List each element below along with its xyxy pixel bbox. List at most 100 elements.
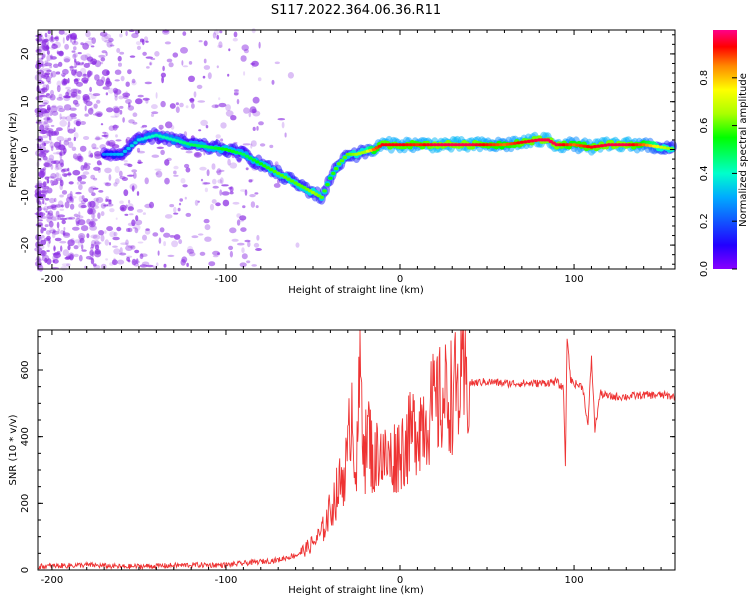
spectrogram-noise-speck: [49, 105, 58, 113]
spectrogram-noise-speck: [125, 30, 128, 37]
spectrogram-ridge-core: [603, 143, 608, 147]
spectrogram-noise-speck: [80, 204, 87, 209]
spectrogram-noise-speck: [60, 245, 63, 252]
spectrogram-ridge-core: [443, 143, 448, 147]
spectrogram-noise-speck: [230, 115, 237, 121]
spectrogram-ridge-core: [227, 148, 232, 153]
spectrogram-noise-speck: [204, 187, 208, 193]
spectrogram-ridge-core: [390, 143, 396, 147]
spectrogram-noise-speck: [70, 237, 75, 243]
spectrogram-noise-speck: [108, 200, 112, 205]
spectrogram-noise-speck: [44, 125, 50, 128]
spectrogram-noise-speck: [69, 107, 77, 111]
spectrogram-noise-speck: [69, 190, 73, 197]
spectrogram-noise-speck: [76, 181, 80, 185]
spectrogram-noise-speck: [105, 196, 109, 200]
spectrogram-noise-speck: [112, 105, 120, 113]
spectrogram-noise-speck: [185, 212, 192, 217]
spectrogram-ridge-core: [380, 143, 385, 147]
x-tick-label: -100: [215, 274, 238, 285]
y-tick-label: -10: [20, 189, 31, 205]
spectrogram-noise-speck: [229, 250, 233, 258]
spectrogram-ridge-core: [592, 145, 598, 149]
spectrogram-noise-speck: [127, 203, 134, 210]
spectrogram-noise-speck: [91, 206, 94, 211]
spectrogram-noise-speck: [101, 50, 107, 54]
spectrogram-noise-speck: [169, 103, 176, 109]
spectrogram-noise-speck: [70, 116, 77, 120]
spectrogram-noise-speck: [59, 208, 65, 211]
spectrogram-noise-speck: [99, 31, 108, 37]
spectrogram-ridge-core: [248, 156, 253, 160]
spectrogram-noise-speck: [41, 182, 46, 187]
spectrogram-ridge-core: [505, 142, 511, 146]
spectrogram-ridge-core: [108, 152, 114, 156]
spectrogram-noise-speck: [135, 98, 143, 105]
spectrogram-noise-speck: [159, 227, 165, 233]
spectrogram-noise-speck: [96, 112, 103, 118]
spectrogram-noise-speck: [58, 151, 65, 157]
spectrogram-noise-speck: [47, 80, 52, 84]
spectrogram-ridge-core: [154, 133, 159, 137]
spectrogram-ridge-core: [457, 143, 462, 147]
spectrogram-noise-speck: [249, 106, 257, 114]
spectrogram-ridge-core: [422, 143, 427, 147]
spectrogram-noise-speck: [142, 212, 146, 215]
spectrogram-noise-speck: [135, 215, 139, 222]
spectrogram-noise-speck: [92, 147, 99, 150]
spectrogram-noise-speck: [106, 140, 110, 146]
spectrogram-noise-speck: [95, 135, 100, 141]
spectrogram-noise-speck: [229, 186, 234, 193]
spectrogram-noise-speck: [106, 226, 113, 232]
spectrogram-noise-speck: [169, 204, 175, 208]
spectrogram-noise-speck: [214, 104, 219, 108]
spectrogram-noise-speck: [65, 217, 73, 220]
spectrogram-noise-speck: [51, 44, 58, 49]
spectrogram-noise-speck: [53, 245, 56, 252]
spectrogram-ridge-core: [523, 140, 528, 144]
spectrogram-ridge-core: [575, 143, 580, 147]
spectrogram-noise-speck: [242, 143, 251, 146]
spectrogram-noise-speck: [131, 258, 137, 266]
spectrogram-noise-speck: [74, 69, 78, 74]
spectrogram-noise-speck: [93, 197, 99, 202]
spectrogram-ridge-core: [336, 162, 342, 166]
spectrogram-noise-speck: [171, 240, 179, 248]
spectrogram-noise-speck: [79, 181, 86, 185]
spectrogram-noise-speck: [46, 179, 50, 184]
spectrogram-ridge-core: [582, 144, 587, 148]
spectrogram-ridge-core: [578, 144, 584, 148]
spectrogram-noise-speck: [117, 55, 122, 62]
spectrogram-noise-speck: [204, 224, 211, 231]
spectrogram-noise-speck: [40, 228, 44, 234]
spectrogram-ridge-core: [325, 183, 330, 187]
spectrogram-noise-speck: [50, 56, 57, 60]
spectrogram-ridge-core: [178, 140, 183, 144]
spectrogram-noise-speck: [42, 181, 47, 188]
spectrogram-noise-speck: [61, 219, 66, 225]
spectrogram-noise-speck: [67, 245, 71, 251]
spectrogram-ridge-core: [182, 141, 187, 145]
spectrogram-noise-speck: [90, 94, 97, 100]
spectrogram-ridge-core: [140, 137, 145, 141]
spectrogram-noise-speck: [200, 119, 208, 126]
spectrogram-noise-speck: [50, 173, 57, 179]
spectrogram-noise-speck: [173, 170, 177, 175]
spectrogram-noise-speck: [163, 263, 167, 268]
spectrogram-noise-speck: [128, 199, 131, 204]
spectrogram-noise-speck: [67, 239, 75, 247]
spectrogram-noise-speck: [53, 197, 57, 203]
spectrogram-noise-speck: [44, 72, 51, 76]
spectrogram-noise-speck: [69, 65, 74, 72]
spectrogram-noise-speck: [112, 236, 120, 241]
spectrogram-noise-speck: [218, 41, 223, 48]
spectrogram-ridge-core: [143, 136, 149, 140]
spectrogram-noise-speck: [100, 57, 106, 62]
spectrogram-noise-speck: [94, 250, 102, 258]
spectrogram-noise-speck: [81, 195, 85, 200]
spectrogram-noise-speck: [64, 95, 71, 99]
spectrogram-noise-speck: [51, 110, 59, 116]
spectrogram-noise-speck: [207, 72, 212, 80]
spectrogram-noise-speck: [146, 264, 154, 268]
